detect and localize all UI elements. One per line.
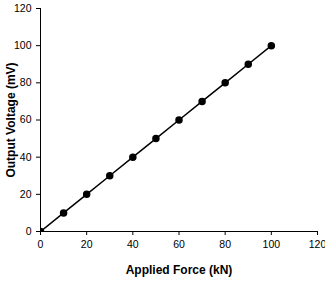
svg-text:80: 80 <box>219 238 231 250</box>
svg-text:120: 120 <box>309 238 325 250</box>
svg-text:0: 0 <box>38 238 44 250</box>
svg-text:20: 20 <box>81 238 93 250</box>
svg-text:40: 40 <box>20 151 32 163</box>
svg-text:120: 120 <box>14 2 32 14</box>
svg-text:100: 100 <box>263 238 281 250</box>
svg-text:60: 60 <box>173 238 185 250</box>
svg-text:60: 60 <box>20 113 32 125</box>
svg-text:Applied Force (kN): Applied Force (kN) <box>126 263 233 277</box>
svg-text:40: 40 <box>127 238 139 250</box>
svg-text:0: 0 <box>26 225 32 237</box>
svg-text:Output Voltage (mV): Output Voltage (mV) <box>4 62 18 177</box>
svg-text:80: 80 <box>20 76 32 88</box>
svg-text:100: 100 <box>14 39 32 51</box>
svg-text:20: 20 <box>20 188 32 200</box>
